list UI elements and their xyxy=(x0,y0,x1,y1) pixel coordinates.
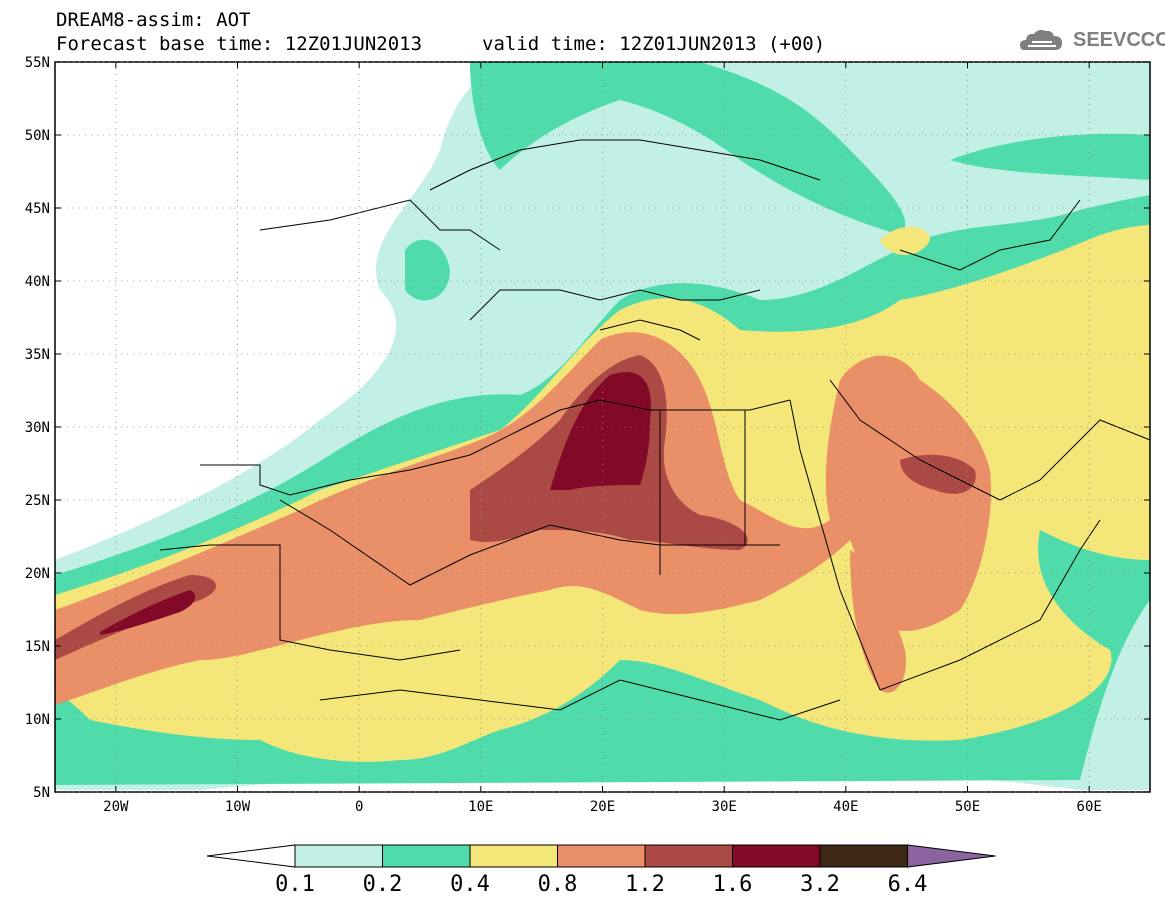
lon-label: 20E xyxy=(590,799,615,815)
lon-label: 40E xyxy=(833,799,858,815)
coastlines xyxy=(159,139,1151,721)
lat-label: 20N xyxy=(25,566,50,582)
aot-contours xyxy=(55,62,1150,790)
logo-text: SEEVCCC xyxy=(1073,29,1165,51)
colorbar-label: 1.6 xyxy=(712,872,753,897)
chart-title: DREAM8-assim: AOT xyxy=(56,9,251,31)
colorbar-segment xyxy=(732,844,821,868)
lon-label: 50E xyxy=(955,799,980,815)
lat-label: 10N xyxy=(25,712,50,728)
lat-label: 5N xyxy=(33,785,50,801)
lon-label: 10W xyxy=(225,799,251,815)
lon-label: 20W xyxy=(103,799,129,815)
colorbar xyxy=(206,844,996,868)
lon-label: 30E xyxy=(712,799,737,815)
colorbar-label: 0.8 xyxy=(537,872,578,897)
colorbar-label: 0.1 xyxy=(275,872,315,897)
lon-label: 60E xyxy=(1077,799,1102,815)
colorbar-label: 1.2 xyxy=(625,872,665,897)
cloud-icon xyxy=(1020,30,1062,50)
lon-labels: 20W 10W 0 10E 20E 30E 40E 50E 60E xyxy=(103,799,1102,815)
colorbar-label: 0.2 xyxy=(362,872,403,897)
lat-label: 15N xyxy=(25,639,50,655)
lon-label: 10E xyxy=(468,799,493,815)
lat-labels: 55N 50N 45N 40N 35N 30N 25N 20N 15N 10N 5N xyxy=(25,55,50,801)
tick-marks xyxy=(55,61,1150,793)
colorbar-segment xyxy=(644,844,733,868)
colorbar-left-arrow xyxy=(206,844,296,868)
colorbar-label: 3.2 xyxy=(800,872,840,897)
lat-label: 30N xyxy=(25,420,50,436)
forecast-base-time: Forecast base time: 12Z01JUN2013 xyxy=(56,33,423,55)
colorbar-label: 6.4 xyxy=(887,872,928,897)
time-info: Forecast base time: 12Z01JUN2013 valid ti… xyxy=(56,33,825,55)
lat-label: 45N xyxy=(25,201,50,217)
lat-label: 50N xyxy=(25,128,50,144)
colorbar-segment xyxy=(557,844,646,868)
lon-label: 0 xyxy=(355,799,363,815)
colorbar-segment xyxy=(294,844,383,868)
lat-label: 55N xyxy=(25,55,50,71)
colorbar-segment xyxy=(819,844,908,868)
colorbar-segment xyxy=(382,844,471,868)
lat-label: 40N xyxy=(25,274,50,290)
aot-band-1.6 xyxy=(550,372,651,490)
valid-time: valid time: 12Z01JUN2013 (+00) xyxy=(482,33,826,55)
colorbar-label: 0.4 xyxy=(450,872,490,897)
colorbar-right-arrow xyxy=(907,844,996,868)
colorbar-segment xyxy=(469,844,558,868)
lat-label: 35N xyxy=(25,347,50,363)
lat-label: 25N xyxy=(25,493,50,509)
